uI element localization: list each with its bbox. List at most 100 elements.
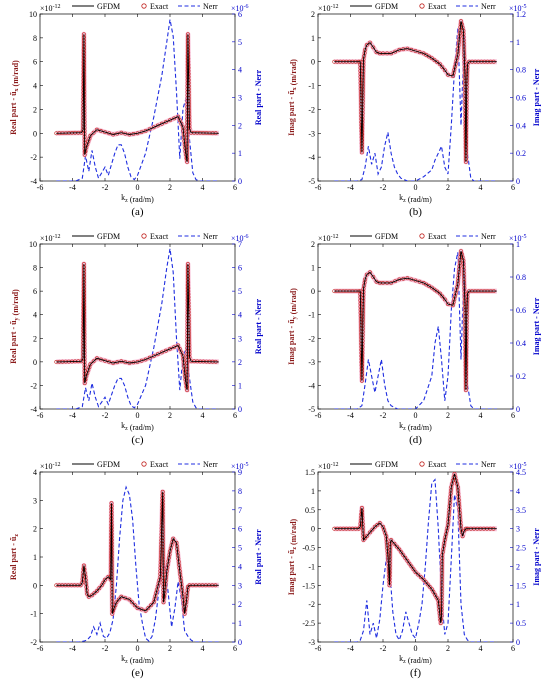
exact-marker xyxy=(435,289,440,294)
exact-series-halo xyxy=(56,261,219,393)
exact-marker xyxy=(392,541,397,546)
x-tick-label: 6 xyxy=(233,411,237,420)
y2-tick-label: 7 xyxy=(238,240,242,249)
y-tick-label: -4 xyxy=(30,177,37,186)
x-tick-label: 6 xyxy=(511,411,515,420)
x-tick-label: 0 xyxy=(414,183,418,192)
exact-marker xyxy=(176,114,181,119)
exact-series-halo xyxy=(56,489,219,617)
y2-tick-label: 4 xyxy=(238,66,242,75)
x-axis-label: kz (rad/m) xyxy=(121,421,154,432)
exact-marker xyxy=(95,127,99,132)
y2-axis-label: Imag part - Nerr xyxy=(532,528,541,586)
y2-tick-label: 0 xyxy=(238,638,242,647)
y2-tick-label: 6 xyxy=(238,10,242,19)
exact-marker xyxy=(435,60,440,65)
exact-marker xyxy=(431,590,436,594)
y2-exponent: ×10-5 xyxy=(231,462,249,471)
exact-marker xyxy=(394,544,399,549)
plot-frame xyxy=(39,243,236,410)
legend-exact-label: Exact xyxy=(150,232,169,241)
y-tick-label: 4 xyxy=(33,468,37,477)
exact-marker xyxy=(149,603,153,608)
y2-tick-label: 0.4 xyxy=(516,339,526,348)
exact-marker xyxy=(176,343,181,348)
exact-marker xyxy=(374,279,379,284)
y2-tick-label: 2.5 xyxy=(516,544,526,553)
plot-area xyxy=(332,248,497,409)
legend-exact-label: Exact xyxy=(428,232,447,241)
y2-tick-label: 1.5 xyxy=(516,581,526,590)
exact-marker xyxy=(433,592,437,597)
y-tick-label: 1 xyxy=(311,34,315,43)
exact-marker xyxy=(130,600,135,605)
exact-marker xyxy=(429,587,434,592)
exact-marker xyxy=(382,528,387,532)
legend-exact-swatch xyxy=(141,233,147,239)
y2-exponent: ×10-5 xyxy=(509,462,527,471)
exact-marker xyxy=(143,128,148,133)
exact-marker xyxy=(364,272,369,277)
exact-marker xyxy=(127,597,132,602)
x-tick-label: 4 xyxy=(479,183,483,192)
x-tick-label: -6 xyxy=(315,411,322,420)
y-tick-label: -1 xyxy=(308,82,315,91)
exact-marker xyxy=(370,527,375,532)
x-tick-label: -2 xyxy=(380,411,387,420)
legend-gfdm-label: GFDM xyxy=(375,2,398,11)
exact-marker xyxy=(372,524,377,529)
y-tick-label: -1 xyxy=(308,311,315,320)
panel-caption: (e) xyxy=(131,667,144,679)
y2-axis-label: Imag part - Nerr xyxy=(532,68,541,126)
y2-tick-label: 4 xyxy=(238,311,242,320)
exact-marker xyxy=(168,118,172,123)
y-tick-label: 3 xyxy=(33,496,37,505)
legend-nerr-label: Nerr xyxy=(481,460,496,469)
y-exponent: ×10-12 xyxy=(40,462,61,471)
gfdm-series-line xyxy=(56,34,219,162)
exact-marker xyxy=(427,284,431,288)
x-tick-label: 0 xyxy=(136,644,140,653)
legend-exact-swatch xyxy=(141,461,147,467)
plot-area xyxy=(54,19,219,181)
x-tick-label: 2 xyxy=(446,644,450,653)
exact-marker xyxy=(159,350,164,355)
exact-marker xyxy=(407,561,412,566)
exact-marker xyxy=(95,356,99,361)
y2-tick-label: 5 xyxy=(238,544,242,553)
exact-marker xyxy=(92,591,97,596)
y-axis-label: Imag part - ũy (m/rad) xyxy=(287,288,298,365)
exact-marker xyxy=(90,593,94,598)
exact-marker xyxy=(179,350,184,355)
y-tick-label: 0 xyxy=(33,129,37,138)
exact-marker xyxy=(99,583,104,588)
exact-marker xyxy=(172,116,177,121)
y2-tick-label: 1 xyxy=(238,149,242,158)
legend-exact-label: Exact xyxy=(428,460,447,469)
y-axis-label: Real part - ũy (m/rad) xyxy=(9,289,20,364)
y-tick-label: 0 xyxy=(33,358,37,367)
exact-marker xyxy=(399,550,404,555)
nerr-series-line xyxy=(334,252,497,409)
y-tick-label: 2 xyxy=(33,525,37,534)
x-axis-label: kz (rad/m) xyxy=(121,193,154,204)
legend-nerr-label: Nerr xyxy=(203,460,218,469)
exact-marker xyxy=(425,582,430,587)
exact-marker xyxy=(147,127,152,132)
x-tick-label: -4 xyxy=(347,644,354,653)
chart-panel-d: -6 -4 -2 0 2 4 6-5-4-3-2-101200.20.40.60.81×10… xyxy=(287,232,541,446)
y2-tick-label: 0 xyxy=(238,177,242,186)
exact-marker xyxy=(434,595,439,600)
y-exponent: ×10-12 xyxy=(40,234,61,243)
y-tick-label: 0 xyxy=(311,525,315,534)
exact-marker xyxy=(377,521,382,525)
x-axis-label: kz (rad/m) xyxy=(399,193,432,204)
y-tick-label: -2 xyxy=(308,334,315,343)
exact-marker xyxy=(442,68,447,73)
y2-tick-label: 0 xyxy=(238,405,242,414)
x-tick-label: 6 xyxy=(233,644,237,653)
exact-marker xyxy=(374,50,379,55)
y-tick-label: -0.5 xyxy=(302,544,315,553)
y2-tick-label: 0.2 xyxy=(516,372,526,381)
